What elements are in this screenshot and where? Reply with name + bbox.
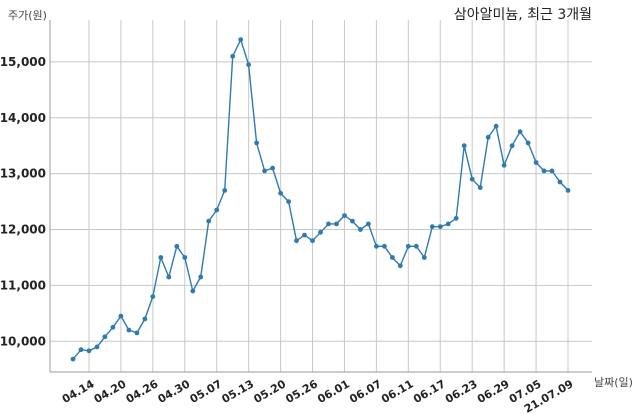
x-tick-label: 04.20 [92,377,129,406]
y-tick-label: 13,000 [0,167,46,181]
data-point [342,213,347,219]
data-point [166,274,172,280]
x-tick-label: 04.30 [156,377,193,406]
data-point [70,356,76,362]
data-point [198,274,204,280]
y-tick-labels: 10,000 11,000 12,000 13,000 14,000 15,000 [0,55,46,348]
y-tick-label: 14,000 [0,111,46,125]
data-point [382,243,387,249]
data-point [374,243,379,249]
data-point [469,176,475,182]
data-point [102,334,108,340]
data-point [501,162,507,168]
x-tick-label: 05.07 [188,377,225,406]
x-tick-label: 06.07 [347,377,384,406]
data-point [254,140,259,146]
data-point [557,179,563,185]
data-point [445,221,451,227]
data-point [134,330,140,336]
data-point [525,140,531,146]
data-point [262,168,267,174]
x-tick-labels: 04.1404.2004.2604.3005.0705.1305.2005.26… [60,377,576,414]
data-point [485,134,491,140]
y-axis-label: 주가(원) [8,9,47,22]
data-point [214,207,220,213]
x-tick-label: 04.26 [124,377,161,406]
data-point [86,348,92,354]
data-point [78,347,84,353]
y-tick-label: 10,000 [0,334,46,348]
data-point [453,215,459,221]
x-tick-label: 05.26 [283,377,320,406]
x-tick-label: 04.14 [60,377,97,406]
data-point [533,160,539,165]
price-series-points [70,37,571,362]
data-point [230,53,236,59]
chart-title: 삼아알미늄, 최근 3개월 [454,7,592,23]
y-tick-label: 15,000 [0,55,46,69]
data-point [118,313,124,319]
data-point [310,238,315,244]
data-point [477,185,483,191]
data-point [270,165,275,171]
data-point [390,255,395,260]
data-point [358,227,363,232]
data-point [190,288,196,294]
data-point [142,316,148,322]
data-point [182,255,188,260]
data-point [461,143,467,149]
data-point [222,188,228,193]
y-tick-label: 12,000 [0,223,46,237]
data-point [278,190,283,196]
data-point [421,255,427,260]
data-point [302,232,307,238]
data-point [413,243,419,249]
data-point [326,221,331,227]
x-tick-label: 06.11 [379,377,416,406]
data-point [94,344,100,350]
data-point [238,37,244,42]
x-tick-label: 05.20 [251,377,288,406]
y-tick-label: 11,000 [0,278,46,292]
data-point [405,243,411,249]
data-point [110,324,116,330]
x-axis-label: 날짜(일) [594,375,633,389]
x-tick-label: 06.01 [315,377,352,406]
data-point [493,123,499,129]
data-point [206,218,212,224]
data-point [397,263,403,269]
data-point [246,62,252,68]
data-point [294,238,299,244]
data-point [565,188,571,193]
data-point [318,229,323,235]
data-point [429,224,435,230]
data-point [437,224,443,230]
data-point [350,218,355,224]
x-tick-label: 06.29 [475,377,512,406]
data-point [334,221,339,227]
x-tick-label: 06.17 [411,377,448,406]
price-series-line [72,37,569,360]
data-point [541,168,547,174]
plot-frame [49,20,592,373]
data-point [126,327,132,333]
data-point [158,255,164,260]
x-tick-label: 05.13 [220,377,257,406]
data-point [549,168,555,174]
data-point [150,294,156,299]
data-point [366,221,371,227]
x-tick-label: 06.23 [443,377,480,406]
data-point [517,129,523,135]
grid-lines [50,20,592,372]
data-point [509,143,515,149]
data-point [174,243,180,249]
data-point [286,199,291,205]
